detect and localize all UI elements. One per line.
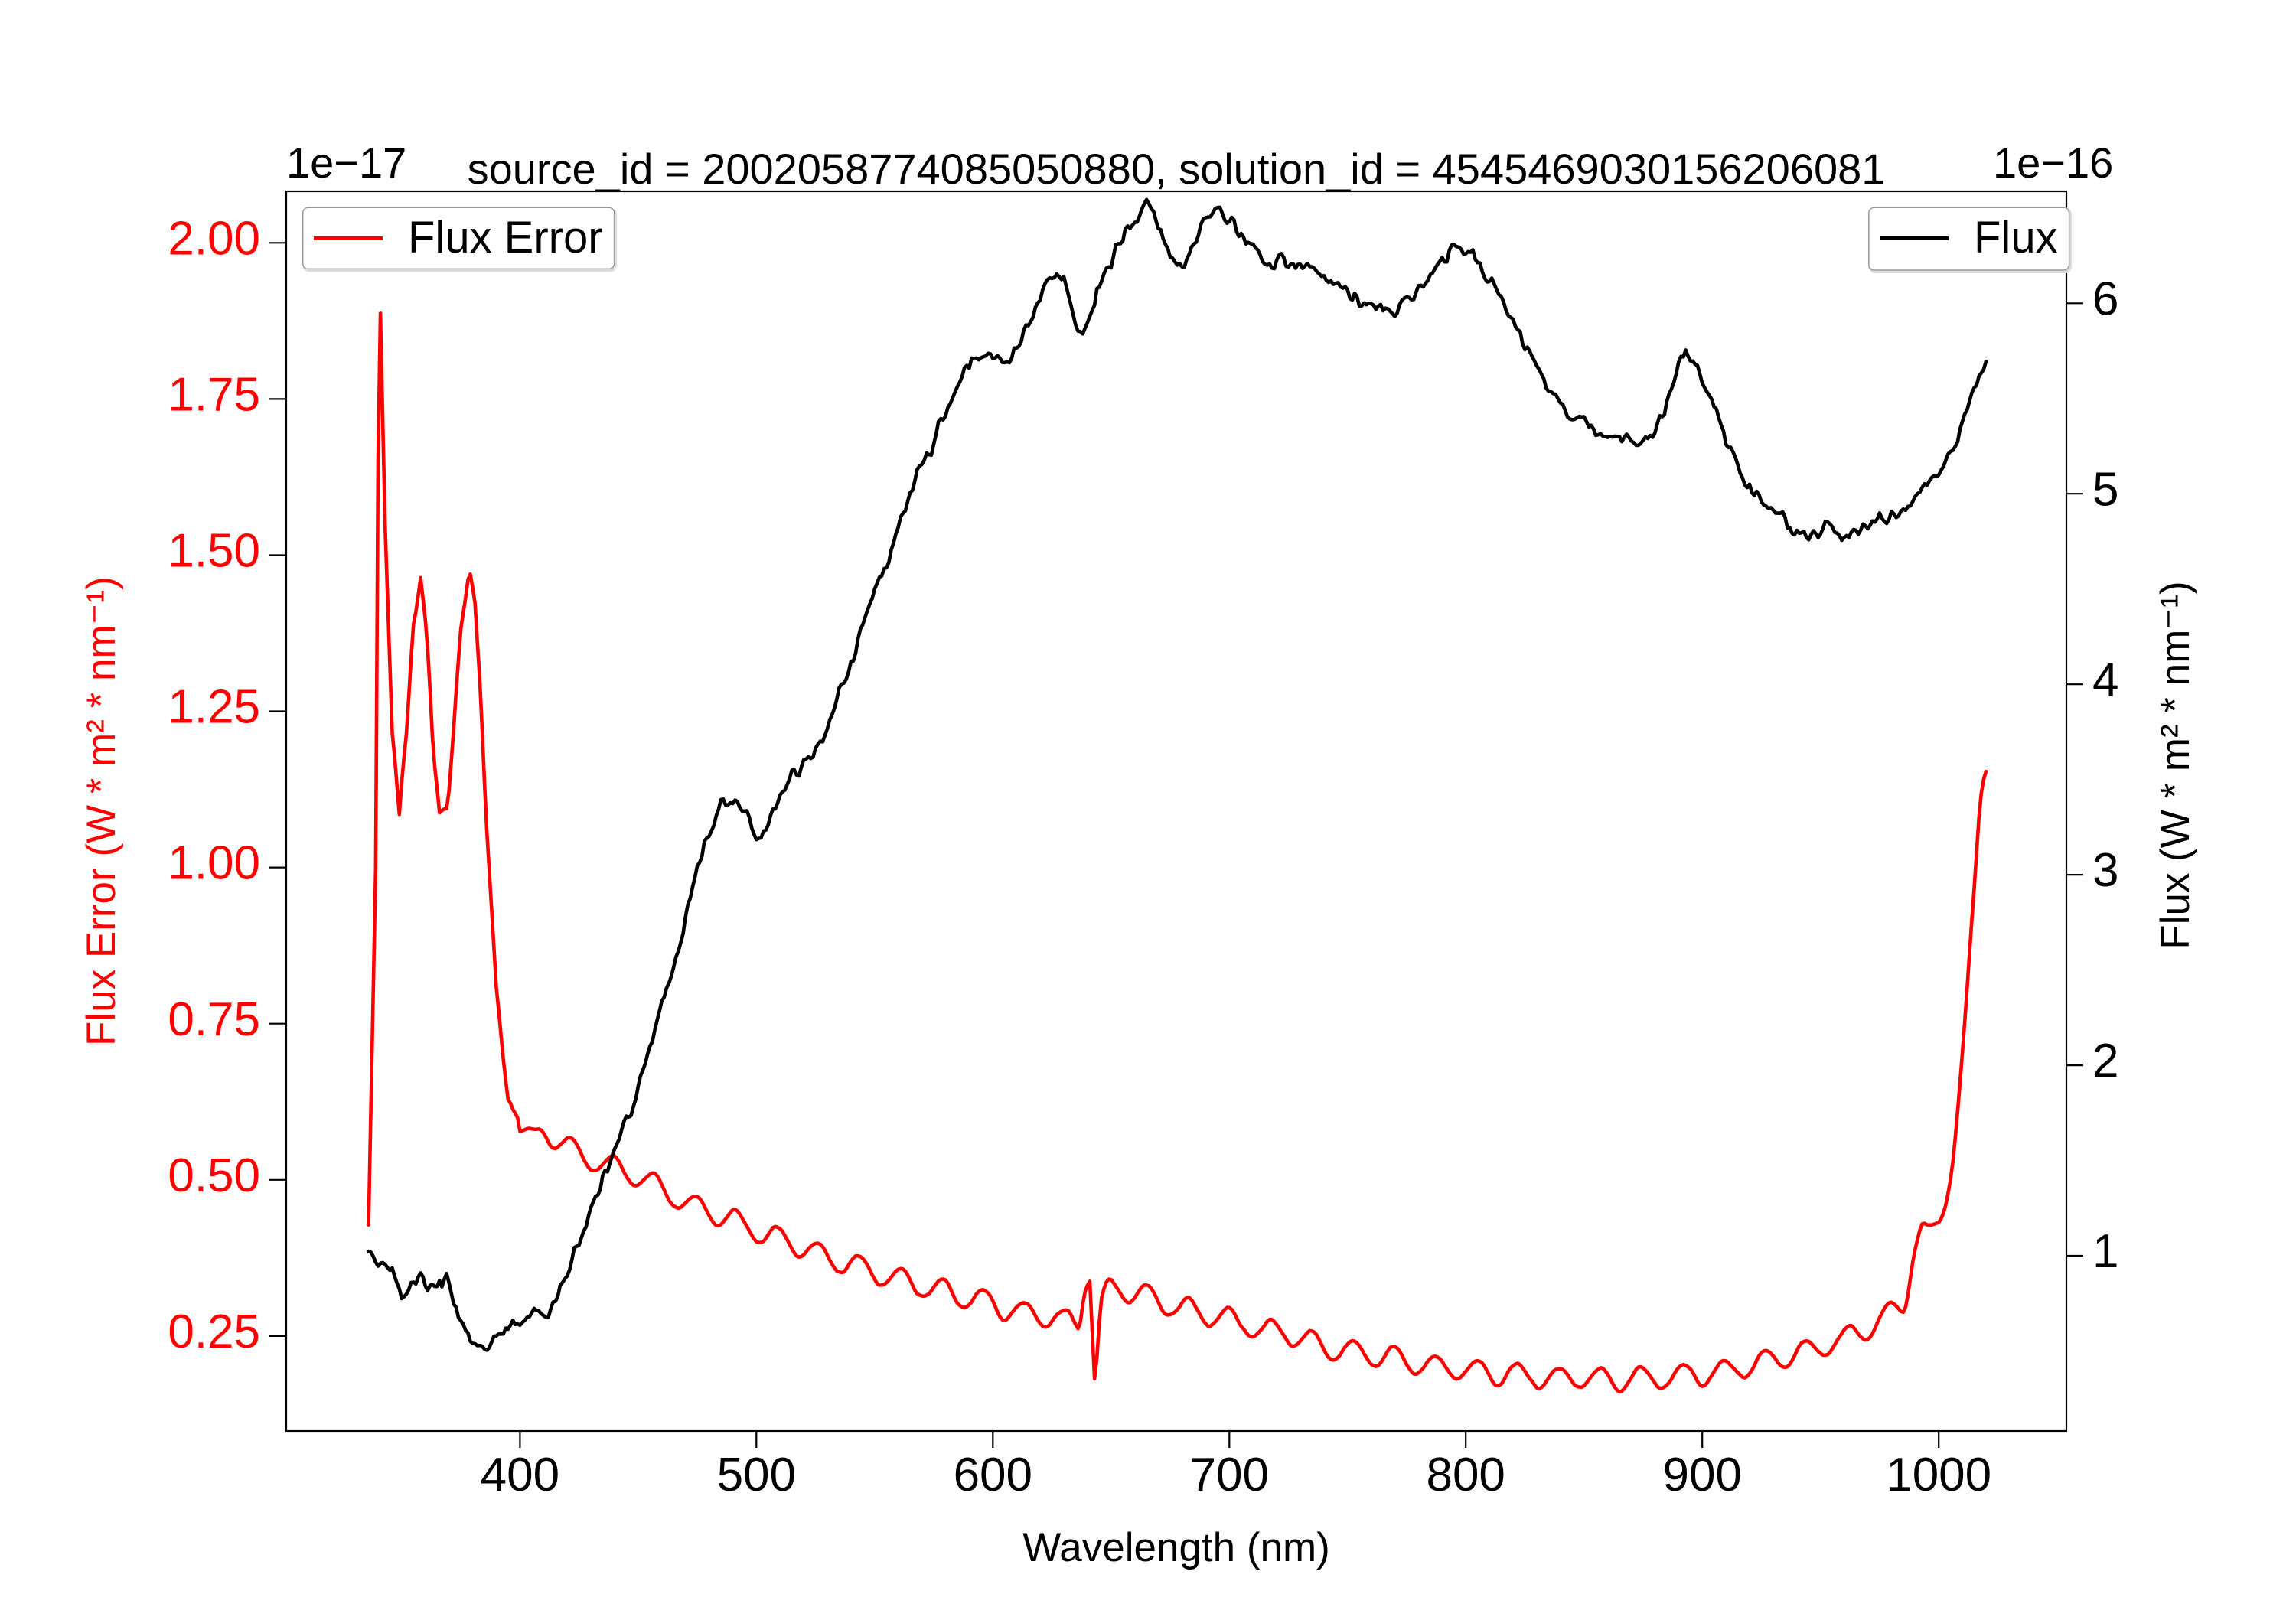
svg-text:Wavelength (nm): Wavelength (nm)	[1022, 1525, 1330, 1570]
svg-text:1e−17: 1e−17	[286, 139, 406, 187]
svg-text:800: 800	[1426, 1449, 1505, 1501]
svg-text:6: 6	[2092, 272, 2118, 325]
svg-text:700: 700	[1190, 1449, 1269, 1501]
svg-text:3: 3	[2092, 844, 2118, 897]
svg-text:1.25: 1.25	[168, 681, 260, 734]
svg-text:1e−16: 1e−16	[1993, 139, 2113, 187]
svg-text:0.25: 0.25	[168, 1305, 260, 1358]
svg-text:Flux: Flux	[1974, 213, 2058, 262]
svg-text:2.00: 2.00	[168, 212, 260, 265]
svg-text:1000: 1000	[1886, 1449, 1991, 1501]
svg-text:5: 5	[2092, 463, 2118, 516]
svg-text:source_id = 200205877408505088: source_id = 2002058774085050880, solutio…	[468, 145, 1886, 193]
svg-text:4: 4	[2092, 654, 2118, 706]
svg-text:1.50: 1.50	[168, 525, 260, 578]
svg-text:600: 600	[954, 1449, 1032, 1501]
svg-text:400: 400	[481, 1449, 559, 1501]
svg-text:Flux (W * m² * nm⁻¹): Flux (W * m² * nm⁻¹)	[2153, 581, 2198, 949]
svg-text:0.75: 0.75	[168, 993, 260, 1046]
svg-text:1.75: 1.75	[168, 369, 260, 422]
svg-text:Flux Error (W * m² * nm⁻¹): Flux Error (W * m² * nm⁻¹)	[79, 576, 124, 1046]
svg-text:Flux Error: Flux Error	[408, 213, 603, 262]
svg-text:900: 900	[1662, 1449, 1741, 1501]
svg-text:1: 1	[2092, 1225, 2118, 1278]
svg-text:1.00: 1.00	[168, 837, 260, 890]
svg-text:2: 2	[2092, 1035, 2118, 1087]
svg-text:500: 500	[717, 1449, 796, 1501]
svg-text:0.50: 0.50	[168, 1149, 260, 1202]
